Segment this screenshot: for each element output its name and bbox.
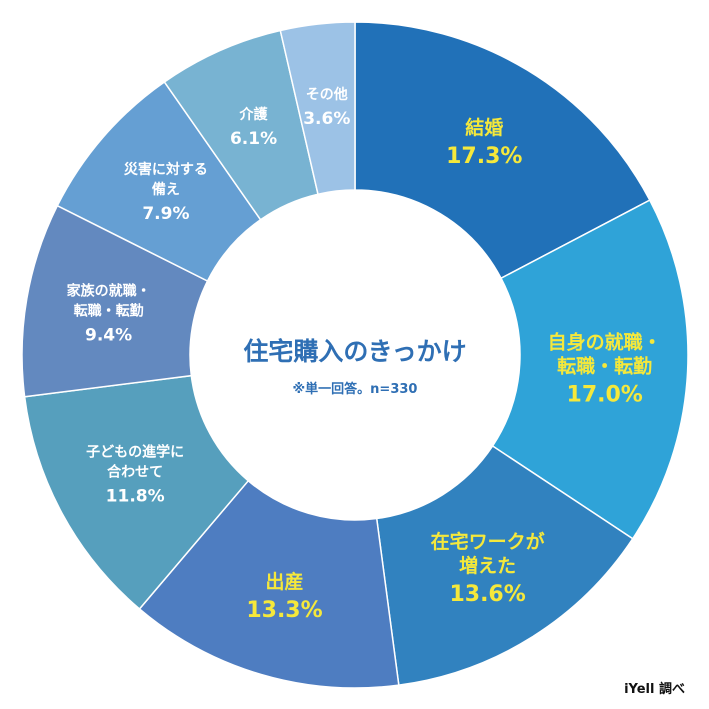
slice-label-text: 転職・転勤 (557, 355, 652, 378)
slice-label-5: 家族の就職・転職・転勤 9.4% (67, 282, 151, 345)
chart-note: ※単一回答。n=330 (293, 381, 418, 397)
slice-label-text: 自身の就職・ (548, 331, 662, 354)
slice-value-label: 17.3% (446, 144, 522, 169)
slice-label-text: 増えた (459, 554, 516, 577)
slice-label-text: その他 (306, 86, 348, 103)
slice-value-label: 11.8% (106, 487, 165, 507)
slice-label-text: 結婚 (465, 116, 503, 139)
slices-group (21, 21, 689, 689)
slice-label-text: 家族の就職・ (67, 282, 151, 299)
slice-label-7: 介護 6.1% (230, 106, 277, 149)
slice-value-label: 13.6% (449, 582, 525, 607)
slice-value-label: 3.6% (303, 109, 350, 129)
slice-value-label: 6.1% (230, 129, 277, 149)
slice-label-1: 自身の就職・転職・転勤 17.0% (548, 331, 662, 408)
labels-group: 結婚17.3%自身の就職・転職・転勤17.0%在宅ワークが増えた13.6%出産1… (67, 86, 662, 623)
slice-label-text: 備え (152, 181, 180, 198)
slice-value-label: 17.0% (567, 383, 643, 408)
slice-label-text: 子どもの進学に (86, 444, 184, 461)
slice-label-0: 結婚 17.3% (446, 116, 522, 169)
slice-value-label: 7.9% (142, 204, 189, 224)
slice-label-text: 合わせて (107, 464, 163, 481)
slice-label-text: 在宅ワークが (431, 530, 545, 553)
slice-label-8: その他 3.6% (303, 86, 350, 129)
slice-value-label: 9.4% (85, 325, 132, 345)
slice-label-text: 災害に対する (124, 161, 208, 178)
donut-hole (190, 190, 520, 520)
slice-label-3: 出産 13.3% (246, 570, 322, 623)
slice-value-label: 13.3% (246, 598, 322, 623)
slice-label-text: 出産 (265, 570, 303, 593)
slice-label-text: 介護 (239, 106, 269, 123)
slice-label-text: 転職・転勤 (74, 302, 144, 319)
source-credit: iYell 調べ (624, 682, 685, 697)
chart-title: 住宅購入のきっかけ (243, 337, 466, 366)
